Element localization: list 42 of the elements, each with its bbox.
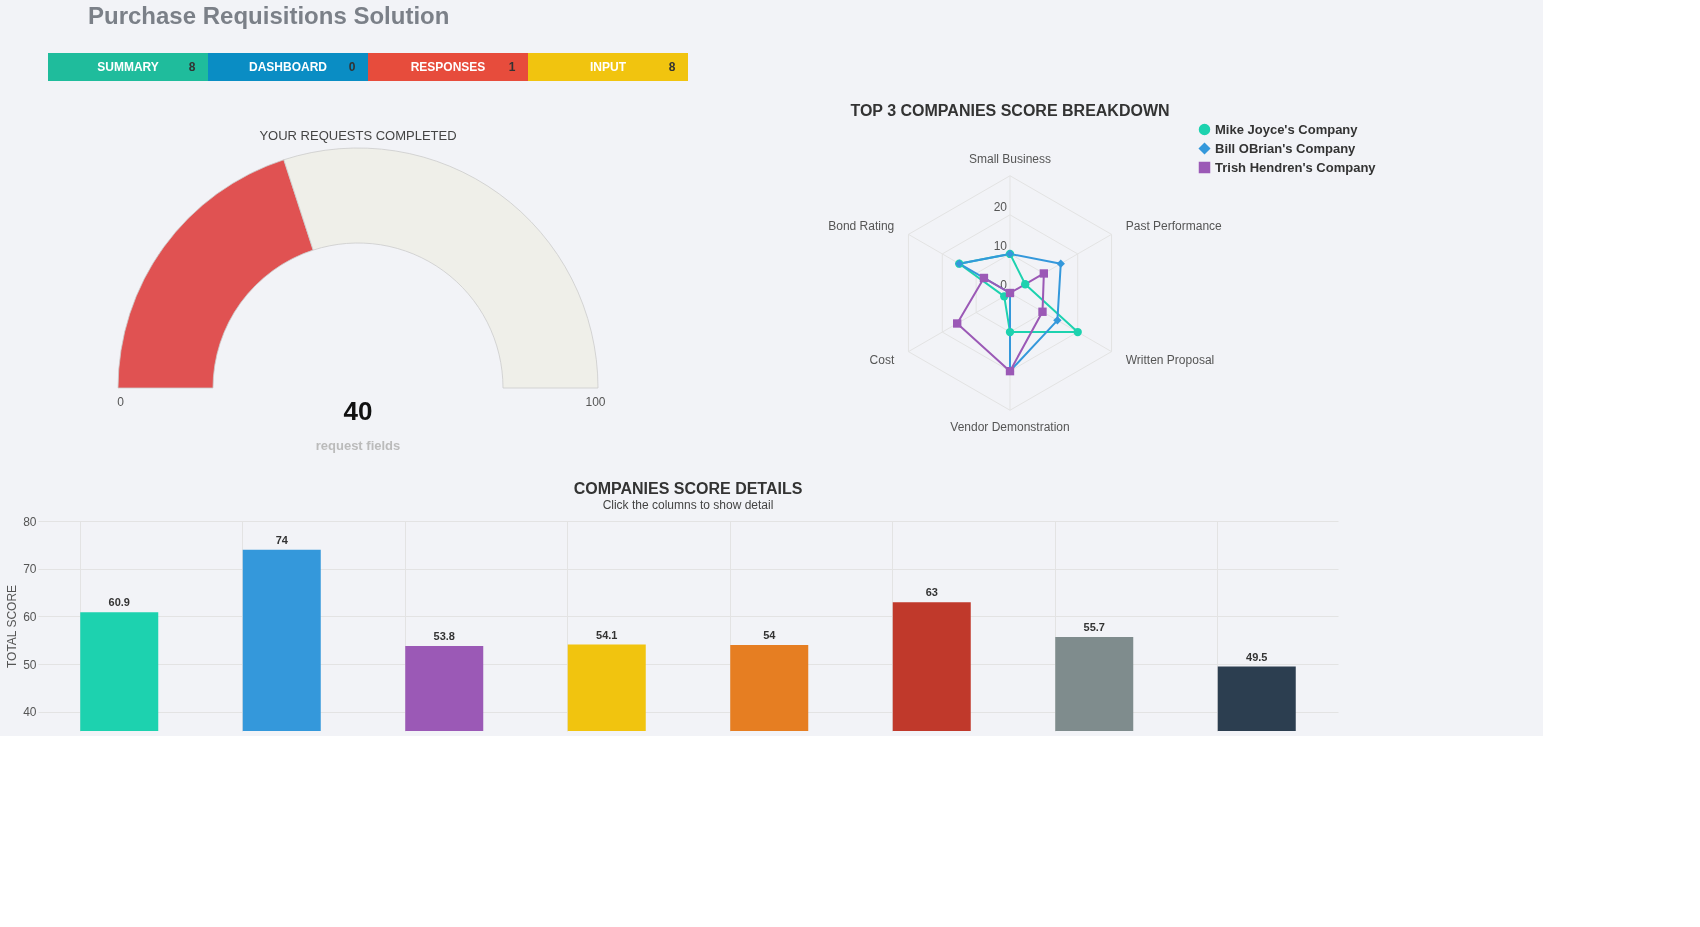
chart-title: YOUR REQUESTS COMPLETED	[259, 128, 457, 143]
y-axis-title: TOTAL SCORE	[5, 584, 20, 669]
data-label: 8	[668, 60, 676, 74]
category-label: RESPONSES	[410, 60, 486, 74]
data-label: 54	[763, 629, 777, 642]
data-label: 1	[508, 60, 516, 74]
y-tick-label: 80	[23, 514, 37, 529]
legend-label: Bill OBrian's Company	[1215, 140, 1357, 156]
y-tick-label: 50	[23, 657, 37, 672]
data-label: 74	[275, 533, 289, 546]
category-label: SUMMARY	[97, 60, 159, 74]
spoke-label: Written Proposal	[1125, 352, 1215, 367]
category-label: INPUT	[590, 60, 627, 74]
text: 0	[117, 395, 125, 409]
category-label: DASHBOARD	[249, 60, 328, 74]
spoke-label: Cost	[869, 352, 895, 367]
chart-title: TOP 3 COMPANIES SCORE BREAKDOWN	[850, 102, 1170, 119]
chart-title: COMPANIES SCORE DETAILS	[573, 480, 803, 497]
spoke-label: Past Performance	[1125, 219, 1223, 234]
y-tick-label: 60	[23, 609, 37, 624]
spoke-label: Vendor Demonstration	[950, 419, 1070, 434]
data-label: 54.1	[596, 628, 618, 641]
spoke-label: Small Business	[968, 152, 1052, 167]
data-label: 0	[348, 60, 356, 74]
text: request fields	[315, 438, 401, 453]
y-tick-label: 70	[23, 562, 37, 577]
data-label: 63	[925, 586, 938, 599]
chart-subtitle: Click the columns to show detail	[602, 498, 774, 512]
data-label: 49.5	[1246, 650, 1268, 663]
data-label: 60.9	[108, 596, 130, 609]
data-label: 8	[188, 60, 196, 74]
y-tick-label: 20	[993, 199, 1008, 214]
text: 40	[343, 396, 373, 426]
legend-label: Trish Hendren's Company	[1215, 159, 1377, 175]
legend-label: Mike Joyce's Company	[1215, 121, 1359, 137]
text: Purchase Requisitions Solution	[88, 2, 450, 29]
spoke-label: Bond Rating	[828, 219, 895, 234]
data-label: 55.7	[1083, 620, 1105, 633]
y-tick-label: 10	[993, 238, 1008, 253]
y-tick-label: 40	[23, 705, 37, 720]
data-label: 53.8	[433, 630, 455, 643]
text: 100	[585, 395, 606, 409]
